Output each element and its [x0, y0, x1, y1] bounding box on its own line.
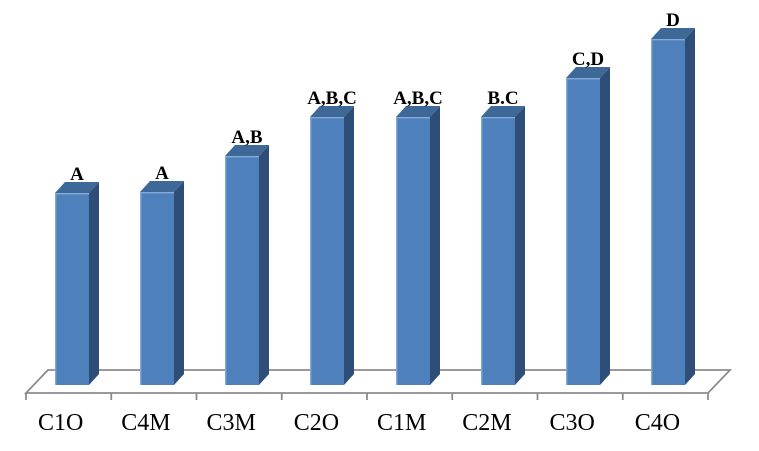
bar-annotation: A,B: [231, 127, 262, 148]
bar-annotation: C,D: [572, 49, 604, 70]
x-axis-label: C1O: [38, 410, 83, 436]
bar-annotation: A,B,C: [307, 88, 357, 109]
bar-front-face: [481, 117, 515, 385]
bar-top-face: [55, 182, 99, 193]
bar-annotation: D: [666, 10, 680, 31]
bar-highlight-edge: [55, 193, 89, 385]
bar-front-face: [55, 193, 89, 385]
x-axis-label: C2M: [462, 410, 511, 436]
bar-side-face: [89, 182, 99, 385]
x-axis-label: C4M: [121, 410, 170, 436]
bar-side-face: [600, 67, 610, 385]
bar-annotation: A,B,C: [393, 88, 443, 109]
x-axis-label: C3M: [206, 410, 255, 436]
bar-highlight-edge: [566, 78, 600, 385]
bar-top-face: [310, 106, 354, 117]
bar-side-face: [344, 106, 354, 385]
bar-top-face: [140, 181, 184, 192]
x-axis-label: C4O: [635, 410, 680, 436]
bar-side-face: [515, 106, 525, 385]
bar-side-face: [174, 181, 184, 385]
bar-annotation: B.C: [487, 88, 518, 109]
bar-front-face: [140, 192, 174, 385]
bar-highlight-edge: [140, 192, 174, 385]
bar-side-face: [685, 28, 695, 385]
bar-front-face: [651, 39, 685, 385]
bar-top-face: [651, 28, 695, 39]
chart-floor: [23, 369, 733, 394]
bar-annotation: A: [155, 163, 169, 184]
x-axis-label: C3O: [549, 410, 594, 436]
bar-front-face: [225, 156, 259, 385]
bar-top-face: [225, 145, 269, 156]
bar-highlight-edge: [651, 39, 685, 385]
bar-front-face: [396, 117, 430, 385]
bar-annotation: A: [70, 164, 84, 185]
bar-highlight-edge: [481, 117, 515, 385]
bar-front-face: [566, 78, 600, 385]
bar-highlight-edge: [310, 117, 344, 385]
bar-side-face: [259, 145, 269, 385]
bar-highlight-edge: [396, 117, 430, 385]
bar-top-face: [566, 67, 610, 78]
x-axis-label: C2O: [294, 410, 339, 436]
x-axis-label: C1M: [377, 410, 426, 436]
bar-front-face: [310, 117, 344, 385]
bar-side-face: [430, 106, 440, 385]
bar-top-face: [396, 106, 440, 117]
bar-highlight-edge: [225, 156, 259, 385]
bar-top-face: [481, 106, 525, 117]
